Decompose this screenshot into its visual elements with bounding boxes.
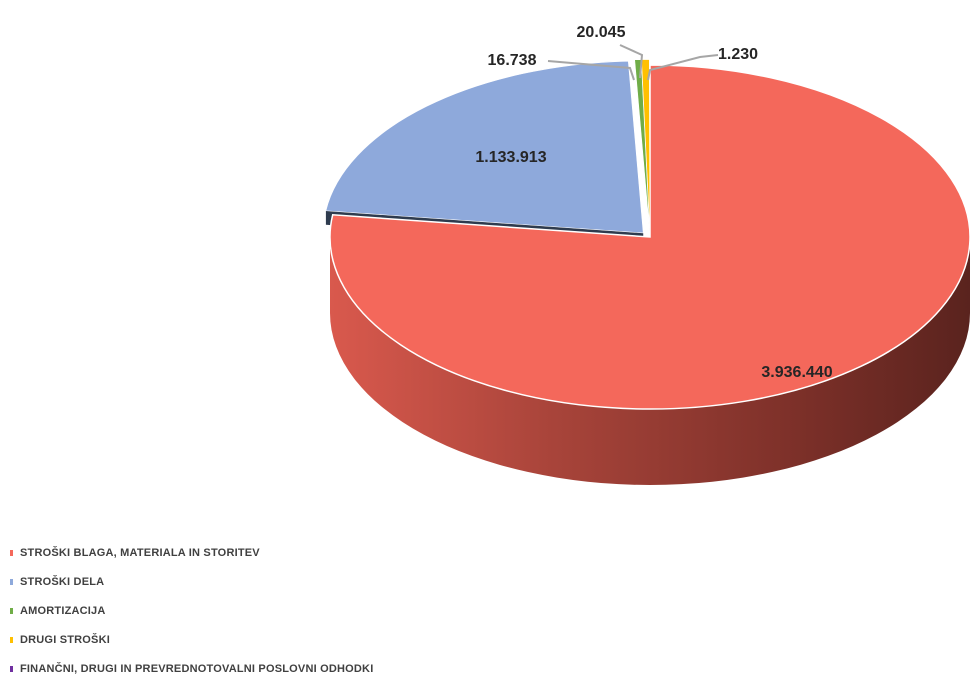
leader-line-4: [647, 54, 719, 81]
legend-label: DRUGI STROŠKI: [20, 633, 110, 646]
legend: STROŠKI BLAGA, MATERIALA IN STORITEV STRO…: [10, 538, 373, 683]
leader-line-3: [619, 44, 644, 79]
legend-label: FINANČNI, DRUGI IN PREVREDNOTOVALNI POSL…: [20, 662, 374, 675]
slice-side-0: [330, 237, 970, 485]
data-label-3: 20.045: [577, 24, 626, 41]
legend-label: STROŠKI DELA: [20, 575, 105, 588]
data-label-1: 1.133.913: [475, 149, 546, 166]
legend-swatch: [10, 578, 13, 585]
data-label-0: 3.936.440: [761, 364, 832, 381]
legend-item: STROŠKI BLAGA, MATERIALA IN STORITEV: [10, 538, 373, 567]
legend-swatch: [10, 607, 13, 614]
legend-item: STROŠKI DELA: [10, 567, 373, 596]
slice-1: [325, 60, 644, 234]
data-labels: 3.936.440 1.133.913 16.738 20.045 1.230: [475, 24, 832, 381]
pie-slices: [325, 59, 971, 485]
legend-swatch: [10, 665, 13, 672]
legend-item: FINANČNI, DRUGI IN PREVREDNOTOVALNI POSL…: [10, 654, 373, 683]
legend-label: STROŠKI BLAGA, MATERIALA IN STORITEV: [20, 546, 260, 559]
leader-line-2: [547, 60, 635, 81]
legend-item: DRUGI STROŠKI: [10, 625, 373, 654]
slice-0: [329, 64, 971, 410]
legend-label: AMORTIZACIJA: [20, 604, 106, 617]
leader-lines: [547, 44, 719, 81]
pie-chart: 3.936.440 1.133.913 16.738 20.045 1.230: [325, 24, 971, 485]
data-label-4: 1.230: [718, 46, 758, 63]
data-label-2: 16.738: [488, 52, 537, 69]
legend-swatch: [10, 636, 13, 643]
legend-item: AMORTIZACIJA: [10, 596, 373, 625]
legend-swatch: [10, 549, 13, 556]
